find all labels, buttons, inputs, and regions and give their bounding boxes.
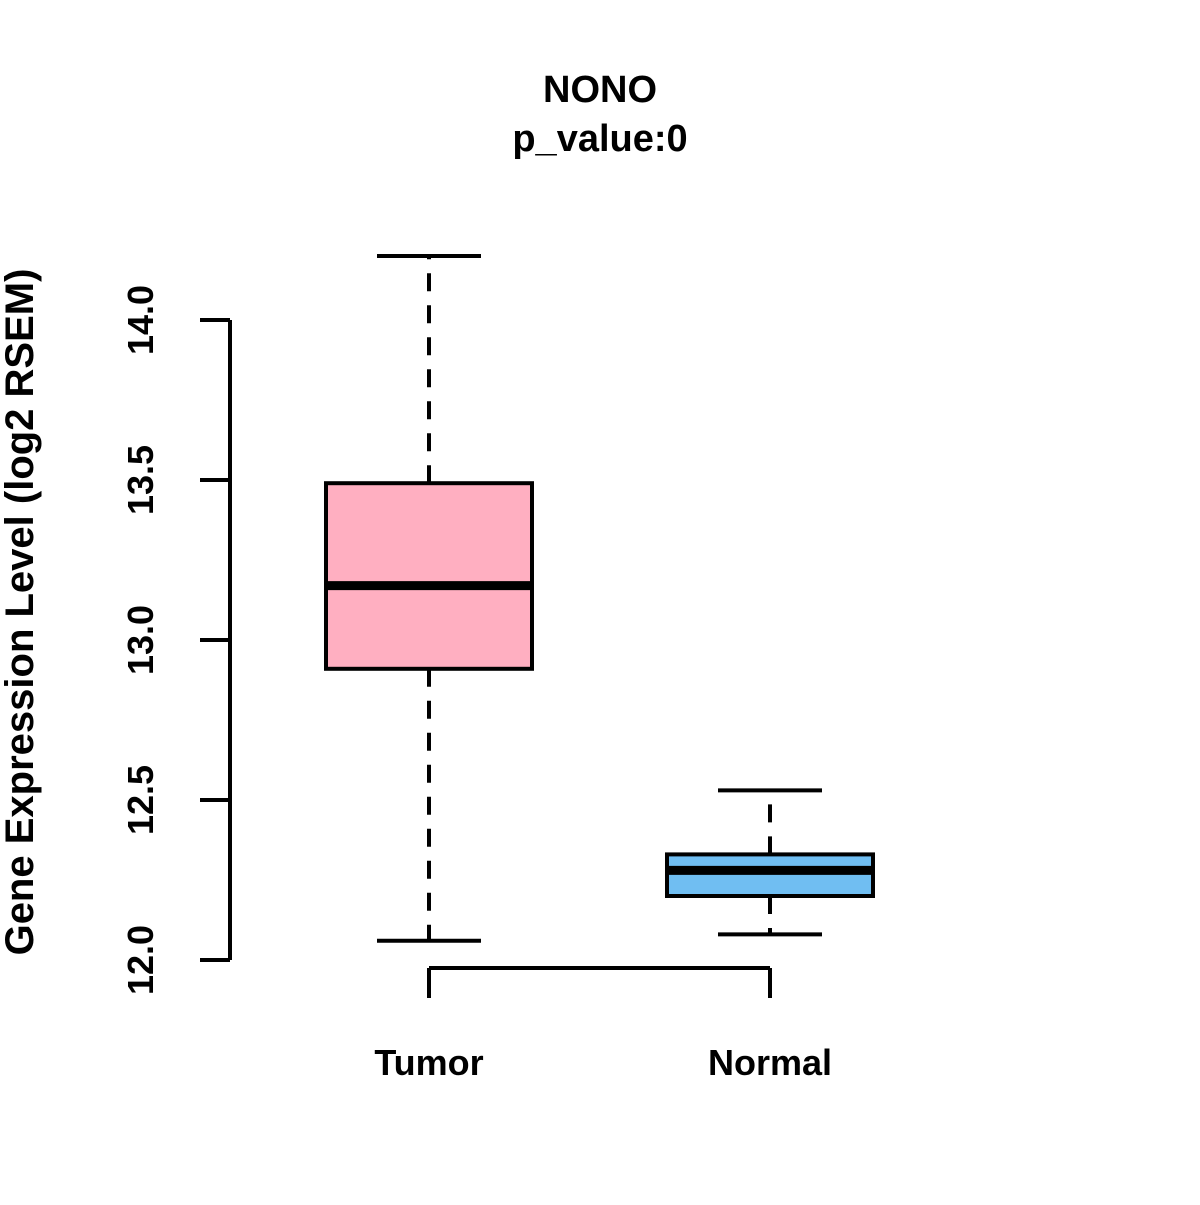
chart-title: NONO — [543, 69, 657, 111]
iqr-box — [665, 852, 875, 899]
x-category-label-normal: Normal — [708, 1042, 832, 1083]
y-tick-label: 12.5 — [120, 765, 161, 835]
iqr-box — [324, 481, 534, 671]
x-category-label-tumor: Tumor — [374, 1042, 483, 1083]
y-tick-label: 13.5 — [120, 445, 161, 515]
y-axis-title: Gene Expression Level (log2 RSEM) — [0, 269, 42, 956]
y-tick-label: 13.0 — [120, 605, 161, 675]
x-axis — [427, 966, 772, 998]
box-group-tumor — [324, 254, 534, 943]
y-axis: 12.0 12.5 13.0 13.5 14.0 — [120, 285, 232, 995]
y-tick-label: 14.0 — [120, 285, 161, 355]
y-tick-label: 12.0 — [120, 925, 161, 995]
box-group-normal — [665, 788, 875, 937]
plot-area — [324, 254, 875, 943]
chart-subtitle: p_value:0 — [512, 118, 687, 160]
